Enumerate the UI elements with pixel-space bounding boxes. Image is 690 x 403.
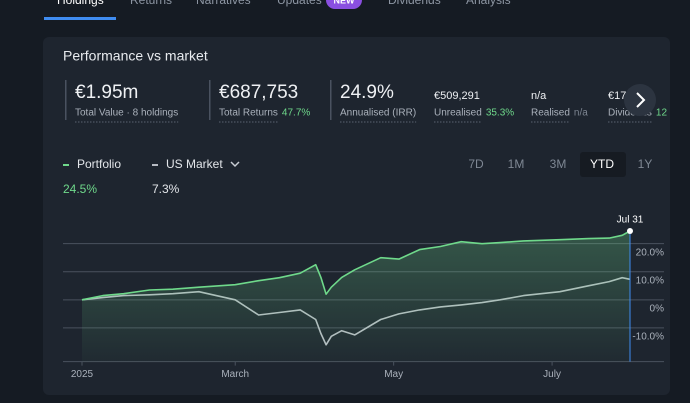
series-line	[81, 230, 631, 301]
legend-summary: 24.5%	[63, 182, 97, 196]
next-arrow	[636, 92, 646, 108]
badge-bg	[326, 0, 362, 9]
portfolio-area	[82, 231, 630, 362]
nav-tab[interactable]: Returns	[130, 0, 172, 7]
range-button[interactable]: 3M	[550, 157, 567, 171]
next-button[interactable]	[624, 84, 656, 116]
stat-value: €687,753	[219, 82, 298, 103]
range-selected-bg	[580, 152, 626, 177]
nav-bar: Holdings Returns Narratives Updates Dividend…	[44, 0, 511, 20]
badge: NEW	[334, 0, 356, 5]
stat-divider	[209, 80, 211, 120]
stat-label: Unrealised	[434, 108, 482, 119]
y-tick-label: -10.0%	[632, 332, 664, 343]
legend-summary: 7.3%	[152, 182, 180, 196]
nav-tab[interactable]: Analysis	[466, 0, 511, 7]
nav-tab[interactable]: Updates	[277, 0, 322, 7]
range-button[interactable]: 1M	[508, 157, 525, 171]
stat-divider	[65, 80, 67, 120]
x-tick-label: March	[221, 369, 249, 380]
cursor-dot	[627, 228, 633, 235]
range-button[interactable]: YTD	[590, 157, 614, 171]
y-tick-label: 0%	[650, 303, 665, 314]
stat-divider	[330, 80, 332, 120]
stat-value: €1.95m	[75, 82, 138, 103]
stat-value: n/a	[531, 90, 547, 102]
stat-change: 47.7%	[282, 108, 310, 119]
stat-change: n/a	[574, 108, 588, 119]
stat-label: Total Value · 8 holdings	[75, 108, 178, 119]
x-tick-label: July	[543, 369, 561, 380]
range-button[interactable]: 1Y	[638, 157, 653, 171]
x-tick-label: May	[384, 369, 403, 380]
card-content: Performance vs market €1.95m Total Value …	[63, 48, 668, 380]
stat-label: Dividends	[608, 108, 652, 119]
dropdown-chevron[interactable]	[230, 161, 240, 168]
stat-change: 12	[656, 108, 668, 119]
nav-tab[interactable]: Narratives	[196, 0, 251, 7]
stat-value: 24.9%	[340, 82, 394, 103]
stat-label: Annualised (IRR)	[340, 108, 416, 119]
stat-label: Total Returns	[219, 108, 278, 119]
card-title: Performance vs market	[63, 48, 208, 64]
legend-label: Portfolio	[77, 157, 121, 171]
x-tick-label: 2025	[71, 369, 94, 380]
nav-tab[interactable]: Dividends	[388, 0, 441, 7]
stat-value: €17	[608, 90, 626, 102]
stat-value: €509,291	[434, 90, 480, 102]
stat-change: 35.3%	[486, 108, 514, 119]
nav-tab-underline	[44, 17, 116, 20]
cursor-label: Jul 31	[617, 215, 644, 226]
range-button[interactable]: 7D	[468, 157, 484, 171]
nav-tab[interactable]: Holdings	[57, 0, 104, 7]
y-tick-label: 10.0%	[636, 275, 664, 286]
y-tick-label: 20.0%	[636, 247, 664, 258]
legend-label[interactable]: US Market	[166, 157, 223, 171]
stat-label: Realised	[531, 108, 570, 119]
